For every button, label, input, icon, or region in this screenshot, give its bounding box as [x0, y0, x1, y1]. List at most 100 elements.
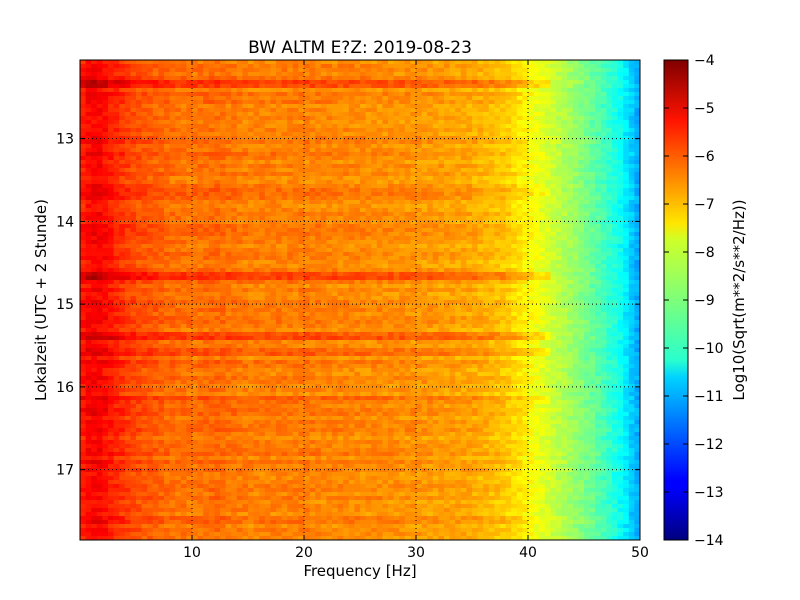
heatmap-cell — [108, 116, 115, 121]
heatmap-cell — [343, 188, 350, 193]
heatmap-cell — [203, 112, 210, 117]
heatmap-cell — [365, 208, 372, 213]
heatmap-cell — [634, 108, 640, 113]
heatmap-cell — [595, 124, 602, 129]
heatmap-cell — [354, 64, 361, 69]
heatmap-cell — [584, 160, 591, 165]
heatmap-cell — [270, 140, 277, 145]
heatmap-cell — [382, 244, 389, 249]
heatmap-cell — [220, 160, 227, 165]
heatmap-cell — [612, 112, 619, 117]
heatmap-cell — [287, 156, 294, 161]
heatmap-cell — [371, 100, 378, 105]
heatmap-cell — [220, 228, 227, 233]
heatmap-cell — [432, 96, 439, 101]
heatmap-cell — [544, 72, 551, 77]
heatmap-cell — [360, 240, 367, 245]
heatmap-cell — [472, 96, 479, 101]
heatmap-cell — [444, 72, 451, 77]
heatmap-cell — [628, 92, 635, 97]
heatmap-cell — [505, 220, 512, 225]
heatmap-cell — [298, 100, 305, 105]
heatmap-cell — [634, 120, 640, 125]
heatmap-cell — [158, 176, 165, 181]
heatmap-cell — [208, 192, 215, 197]
heatmap-cell — [388, 76, 395, 81]
heatmap-cell — [477, 248, 484, 253]
heatmap-cell — [416, 192, 423, 197]
heatmap-cell — [113, 196, 120, 201]
heatmap-cell — [180, 256, 187, 261]
heatmap-cell — [539, 152, 546, 157]
heatmap-cell — [399, 112, 406, 117]
heatmap-cell — [192, 120, 199, 125]
heatmap-cell — [388, 228, 395, 233]
heatmap-cell — [584, 228, 591, 233]
heatmap-cell — [337, 192, 344, 197]
heatmap-cell — [472, 212, 479, 217]
heatmap-cell — [85, 232, 92, 237]
heatmap-cell — [276, 104, 283, 109]
heatmap-cell — [494, 208, 501, 213]
heatmap-cell — [617, 88, 624, 93]
heatmap-cell — [108, 120, 115, 125]
heatmap-cell — [455, 148, 462, 153]
heatmap-cell — [91, 72, 98, 77]
heatmap-cell — [180, 176, 187, 181]
heatmap-cell — [292, 228, 299, 233]
heatmap-cell — [287, 240, 294, 245]
heatmap-cell — [393, 236, 400, 241]
heatmap-cell — [152, 84, 159, 89]
heatmap-cell — [259, 80, 266, 85]
heatmap-cell — [623, 68, 630, 73]
heatmap-cell — [511, 208, 518, 213]
heatmap-cell — [108, 60, 115, 65]
heatmap-cell — [488, 132, 495, 137]
heatmap-cell — [466, 172, 473, 177]
heatmap-cell — [477, 256, 484, 261]
heatmap-cell — [264, 256, 271, 261]
heatmap-cell — [136, 168, 143, 173]
heatmap-cell — [360, 180, 367, 185]
heatmap-cell — [393, 196, 400, 201]
heatmap-cell — [287, 76, 294, 81]
heatmap-cell — [304, 92, 311, 97]
heatmap-cell — [147, 240, 154, 245]
heatmap-cell — [343, 248, 350, 253]
heatmap-cell — [404, 240, 411, 245]
heatmap-cell — [231, 240, 238, 245]
heatmap-cell — [388, 88, 395, 93]
heatmap-cell — [315, 216, 322, 221]
heatmap-cell — [96, 124, 103, 129]
heatmap-cell — [343, 76, 350, 81]
heatmap-cell — [141, 176, 148, 181]
heatmap-cell — [595, 204, 602, 209]
heatmap-cell — [578, 160, 585, 165]
heatmap-cell — [533, 172, 540, 177]
heatmap-cell — [505, 172, 512, 177]
heatmap-cell — [320, 116, 327, 121]
heatmap-cell — [612, 120, 619, 125]
heatmap-cell — [421, 144, 428, 149]
heatmap-cell — [494, 112, 501, 117]
heatmap-cell — [561, 104, 568, 109]
heatmap-cell — [242, 120, 249, 125]
heatmap-cell — [197, 112, 204, 117]
heatmap-cell — [416, 124, 423, 129]
heatmap-cell — [192, 168, 199, 173]
heatmap-cell — [382, 212, 389, 217]
heatmap-cell — [152, 208, 159, 213]
heatmap-cell — [80, 208, 87, 213]
heatmap-cell — [220, 116, 227, 121]
heatmap-cell — [192, 236, 199, 241]
heatmap-cell — [281, 124, 288, 129]
heatmap-cell — [365, 248, 372, 253]
heatmap-cell — [152, 156, 159, 161]
heatmap-cell — [337, 164, 344, 169]
heatmap-cell — [561, 116, 568, 121]
heatmap-cell — [589, 144, 596, 149]
heatmap-cell — [544, 136, 551, 141]
heatmap-cell — [203, 180, 210, 185]
heatmap-cell — [438, 224, 445, 229]
heatmap-cell — [119, 76, 126, 81]
